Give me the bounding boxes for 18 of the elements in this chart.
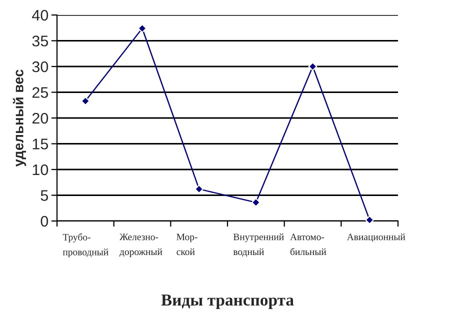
x-tick-label: Мор- ской	[176, 234, 198, 256]
y-tick-label: 0	[40, 216, 48, 227]
x-axis-title: Виды транспорта	[161, 294, 294, 310]
y-tick-label: 25	[32, 87, 48, 98]
x-tick-label: Трубо- проводный	[62, 233, 108, 258]
y-tick-label: 15	[32, 138, 48, 150]
y-tick-label: 35	[32, 36, 48, 46]
y-tick-label: 20	[32, 112, 48, 124]
y-tick-label: 5	[40, 190, 48, 201]
y-tick-label: 40	[32, 10, 48, 21]
x-tick-label: Железно- дорожный	[120, 234, 162, 258]
x-tick-label: Автомо- бильный	[290, 234, 326, 256]
point	[308, 62, 318, 71]
x-tick-label: Внутренний водный	[233, 233, 284, 257]
x-tick-label: Авиационный	[346, 233, 406, 242]
y-axis-title: удельный вес	[12, 70, 26, 167]
y-tick-label: 10	[32, 164, 48, 176]
y-tick-label: 30	[32, 61, 48, 72]
